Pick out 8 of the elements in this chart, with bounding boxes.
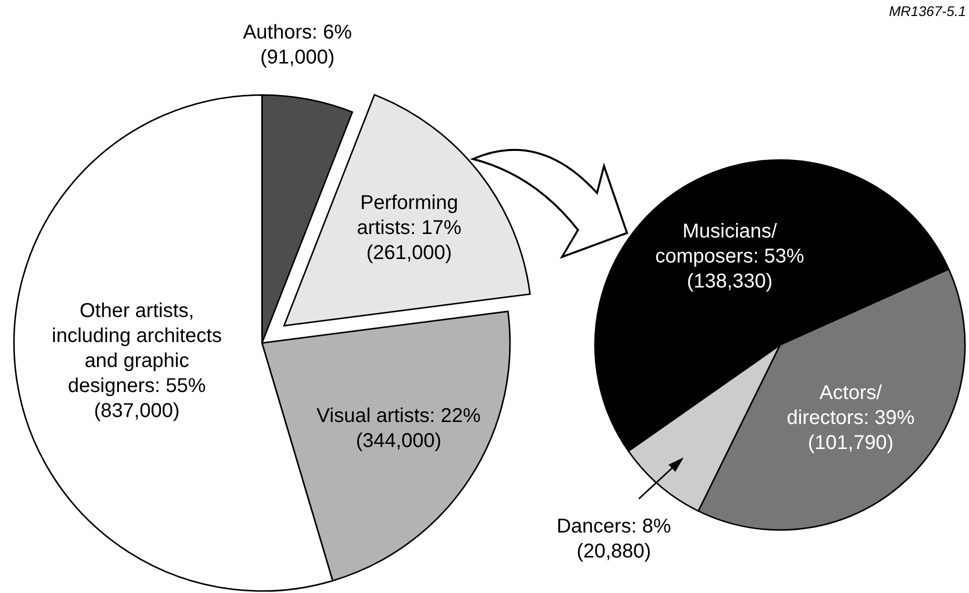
slice-label: Dancers: 8% (20,880): [556, 515, 672, 562]
slice-label: Visual artists: 22% (344,000): [316, 405, 481, 452]
text: MR1367-5.1: [888, 3, 966, 19]
slice-label: Other artists, including architects and graphic designers: 55% (837,000): [52, 300, 222, 422]
slice-label: Performing artists: 17% (261,000): [356, 192, 462, 264]
slice-label: Actors/directors: 39% (101,790): [786, 382, 915, 454]
slice-label: Musicians/composers: 53% (138,330): [655, 220, 804, 293]
slice-label: Authors: 6% (91,000): [242, 22, 352, 69]
